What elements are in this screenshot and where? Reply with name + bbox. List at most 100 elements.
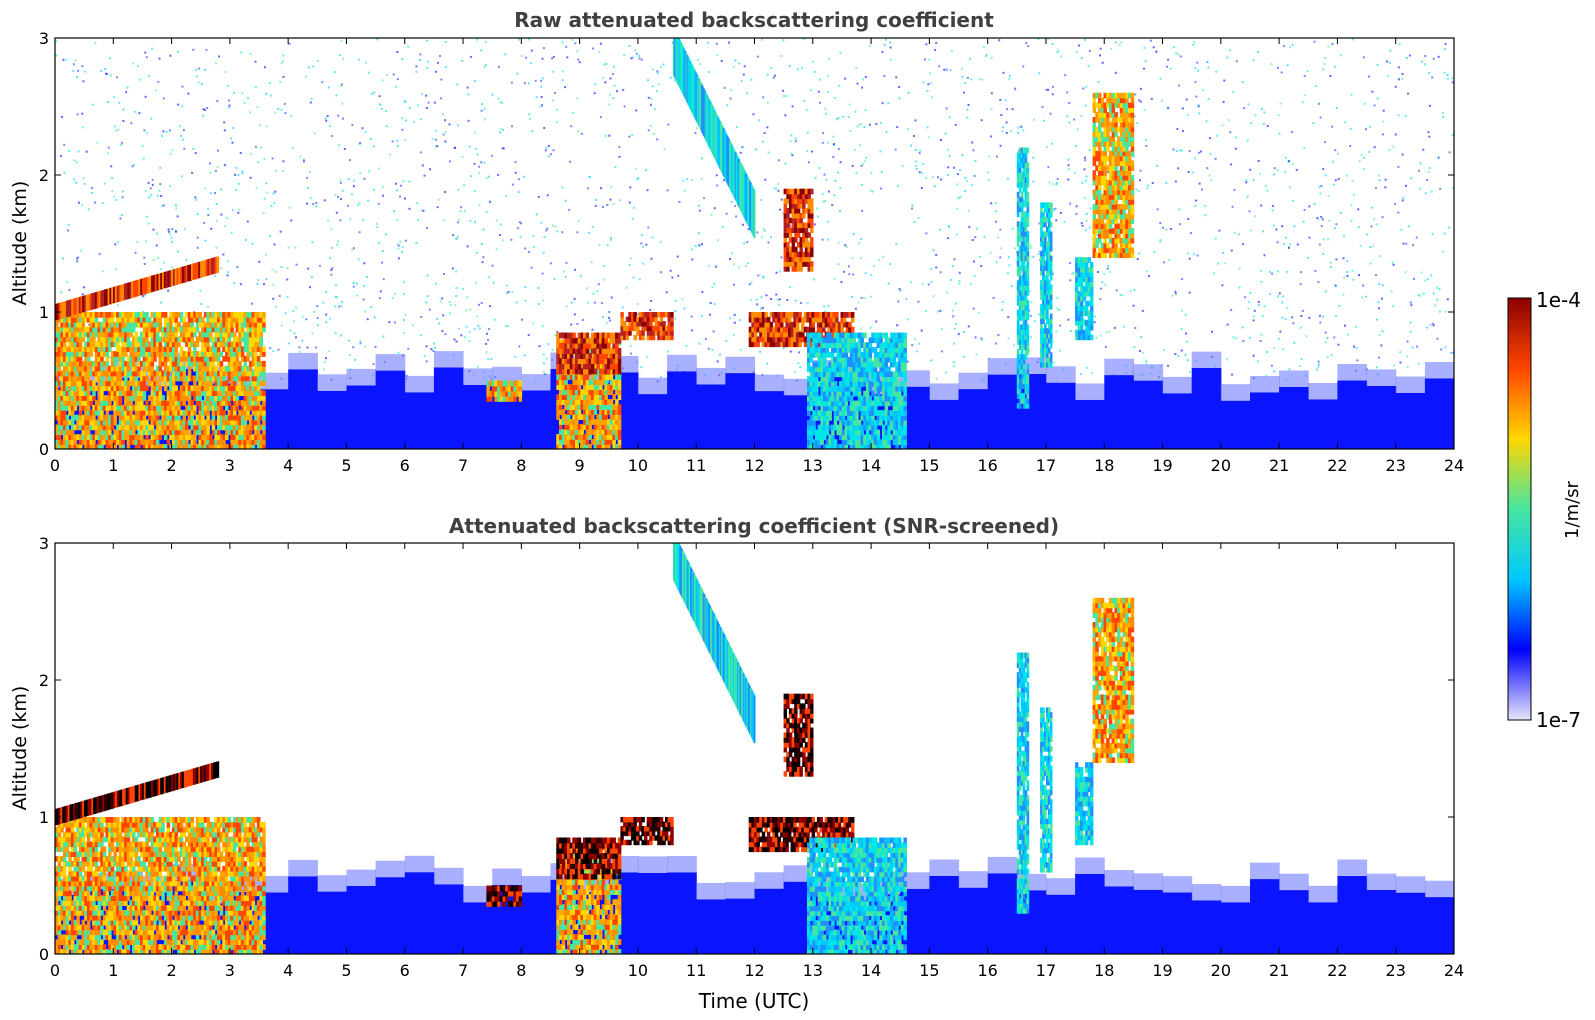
feature-plume [1016, 147, 1030, 409]
colorbar-unit-label: 1/m/sr [1562, 480, 1583, 538]
feature-cloud [748, 817, 855, 853]
x-tick-label: 9 [575, 456, 585, 475]
y-tick-label: 1 [39, 303, 49, 322]
x-tick-label: 3 [225, 961, 235, 980]
x-tick-label: 22 [1327, 961, 1347, 980]
x-tick-label: 6 [400, 961, 410, 980]
x-tick-label: 10 [628, 961, 648, 980]
feature-aerosol-column [807, 837, 907, 954]
feature-cloud-edge [55, 256, 220, 321]
x-tick-label: 21 [1269, 961, 1289, 980]
feature-aerosol-column [807, 332, 907, 449]
ticks: 0 1 2 3 4 5 6 7 8 9 10 11 12 13 14 15 16 17 18 19 20 21 22 23 24… [39, 534, 1464, 980]
x-tick-label: 24 [1444, 961, 1464, 980]
colorbar: 1e-4 1e-7 1/m/sr [1507, 288, 1583, 732]
feature-cloud [620, 817, 674, 846]
feature-cloud [1092, 597, 1135, 763]
x-tick-label: 2 [166, 456, 176, 475]
feature-cloud [620, 312, 674, 341]
x-tick-label: 13 [803, 456, 823, 475]
colorbar-min-label: 1e-7 [1536, 708, 1581, 732]
x-tick-label: 16 [977, 456, 997, 475]
x-tick-label: 11 [686, 961, 706, 980]
colorbar-gradient [1507, 297, 1532, 721]
ticks: 0 1 2 3 4 5 6 7 8 9 10 11 12 13 14 15 16 17 18 19 20 21 22 23 24… [39, 29, 1464, 475]
x-axis-label: Time (UTC) [698, 989, 810, 1013]
x-tick-label: 22 [1327, 456, 1347, 475]
x-tick-label: 17 [1036, 961, 1056, 980]
x-tick-label: 23 [1386, 456, 1406, 475]
x-tick-label: 5 [341, 961, 351, 980]
feature-cloud [556, 837, 622, 880]
x-tick-label: 12 [744, 456, 764, 475]
panel-title: Raw attenuated backscattering coefficien… [514, 8, 994, 32]
feature-virga [672, 38, 756, 239]
x-tick-label: 15 [919, 456, 939, 475]
x-tick-label: 14 [861, 961, 881, 980]
x-tick-label: 11 [686, 456, 706, 475]
feature-cloud [486, 885, 523, 907]
x-tick-label: 1 [108, 456, 118, 475]
x-tick-label: 20 [1211, 961, 1231, 980]
feature-plume [1016, 652, 1030, 914]
feature-cloud [748, 312, 855, 348]
y-tick-label: 0 [39, 945, 49, 964]
x-tick-label: 12 [744, 961, 764, 980]
x-tick-label: 21 [1269, 456, 1289, 475]
feature-aerosol-layer [55, 312, 266, 449]
feature-cloud [486, 380, 523, 402]
x-tick-label: 0 [50, 961, 60, 980]
feature-cloud-edge [55, 761, 220, 826]
y-tick-label: 0 [39, 440, 49, 459]
feature-plume [1075, 762, 1094, 846]
x-tick-label: 6 [400, 456, 410, 475]
plot-area [55, 38, 1454, 449]
x-tick-label: 5 [341, 456, 351, 475]
x-tick-label: 20 [1211, 456, 1231, 475]
plot-area [55, 543, 1454, 954]
x-tick-label: 7 [458, 456, 468, 475]
y-tick-label: 1 [39, 808, 49, 827]
x-tick-label: 9 [575, 961, 585, 980]
y-tick-label: 2 [39, 166, 49, 185]
x-tick-label: 19 [1152, 961, 1172, 980]
y-tick-label: 2 [39, 671, 49, 690]
x-tick-label: 24 [1444, 456, 1464, 475]
x-tick-label: 8 [516, 456, 526, 475]
feature-plume [1040, 202, 1053, 368]
x-tick-label: 7 [458, 961, 468, 980]
noise-field [55, 38, 1454, 383]
colorbar-max-label: 1e-4 [1536, 288, 1581, 312]
feature-cloud [783, 693, 814, 777]
feature-cloud [783, 188, 814, 272]
x-tick-label: 0 [50, 456, 60, 475]
feature-plume [1075, 257, 1094, 341]
feature-cloud [556, 332, 622, 375]
y-tick-label: 3 [39, 29, 49, 48]
x-tick-label: 3 [225, 456, 235, 475]
x-tick-label: 4 [283, 961, 293, 980]
feature-plume [1040, 707, 1053, 873]
x-tick-label: 23 [1386, 961, 1406, 980]
x-tick-label: 15 [919, 961, 939, 980]
x-tick-label: 14 [861, 456, 881, 475]
x-tick-label: 17 [1036, 456, 1056, 475]
y-axis-label: Altitude (km) [9, 181, 31, 306]
panel-title: Attenuated backscattering coefficient (S… [449, 514, 1059, 538]
x-tick-label: 1 [108, 961, 118, 980]
snr-screened-panel: Attenuated backscattering coefficient (S… [9, 514, 1464, 1013]
feature-aerosol-layer [55, 817, 266, 954]
x-tick-label: 4 [283, 456, 293, 475]
y-tick-label: 3 [39, 534, 49, 553]
x-tick-label: 19 [1152, 456, 1172, 475]
x-tick-label: 2 [166, 961, 176, 980]
x-tick-label: 8 [516, 961, 526, 980]
x-tick-label: 16 [977, 961, 997, 980]
x-tick-label: 10 [628, 456, 648, 475]
x-tick-label: 18 [1094, 456, 1114, 475]
raw-backscatter-panel: Raw attenuated backscattering coefficien… [9, 8, 1464, 475]
y-axis-label: Altitude (km) [9, 686, 31, 811]
feature-virga [672, 543, 756, 744]
feature-cloud [1092, 92, 1135, 258]
